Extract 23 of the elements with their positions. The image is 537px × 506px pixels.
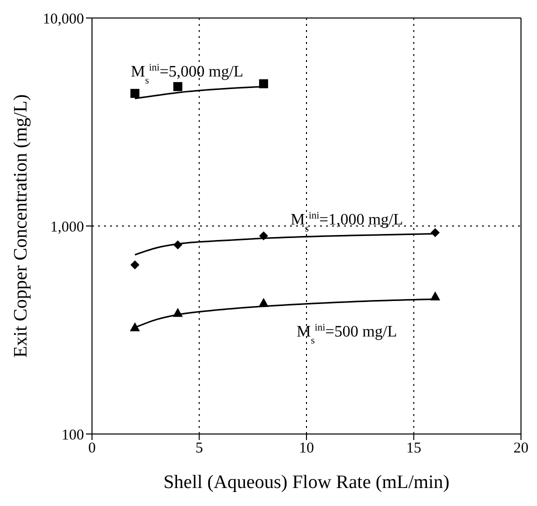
point (430, 291, 440, 300)
point (172, 308, 183, 317)
x-tick-label: 20 (514, 440, 528, 457)
point (430, 228, 440, 238)
point (173, 82, 182, 92)
point (130, 260, 140, 270)
x-tick-label: 15 (406, 440, 422, 457)
point (258, 298, 269, 307)
x-tick-label: 10 (299, 440, 314, 457)
point (259, 79, 268, 88)
series-label: M$_{s}$$^{ini}$=5,000 mg/L (130, 62, 244, 87)
x-axis-title: Shell (Aqueous) Flow Rate (mL/min) (163, 472, 450, 493)
point (130, 322, 140, 332)
y-tick-label: 100 (62, 427, 84, 444)
y-tick-label: 10,000 (42, 11, 84, 28)
point (173, 240, 182, 250)
point (130, 88, 140, 98)
x-tick-label: 0 (88, 440, 96, 457)
y-tick-label: 1,000 (50, 219, 84, 236)
point (259, 231, 268, 240)
series-label: M$_{s}$$^{ini}$=500 mg/L (296, 322, 397, 346)
x-tick-label: 5 (196, 440, 203, 457)
y-axis-title: Exit Copper Concentration (mg/L) (10, 94, 32, 358)
